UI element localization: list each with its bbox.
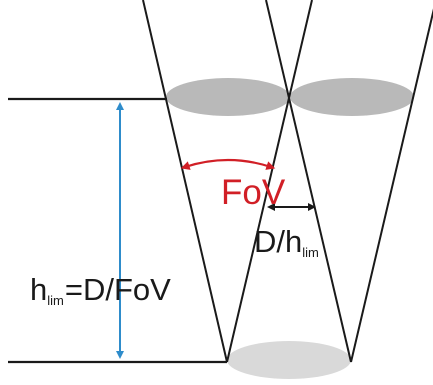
h-lim-equals: = [65, 272, 83, 307]
top-left-ellipse [166, 78, 290, 116]
left-cone-outer-line [142, 0, 228, 363]
h-lim-rest: D/FoV [83, 272, 171, 307]
d-over-h-label: D/hlim [254, 224, 319, 260]
d-over-h-subscript: lim [302, 245, 319, 260]
top-right-ellipse [290, 78, 414, 116]
left-cone-inner-line [265, 0, 352, 363]
right-cone-outer-line [350, 8, 433, 363]
fov-label: FoV [221, 173, 286, 212]
h-lim-formula: hlim=D/FoV [30, 272, 171, 308]
d-over-h-main: D/h [254, 224, 302, 259]
h-lim-subscript: lim [47, 293, 64, 308]
bottom-ellipse [227, 341, 351, 379]
fov-arc [180, 158, 276, 170]
h-lim-h: h [30, 272, 47, 307]
right-cone-inner-line [226, 0, 313, 363]
